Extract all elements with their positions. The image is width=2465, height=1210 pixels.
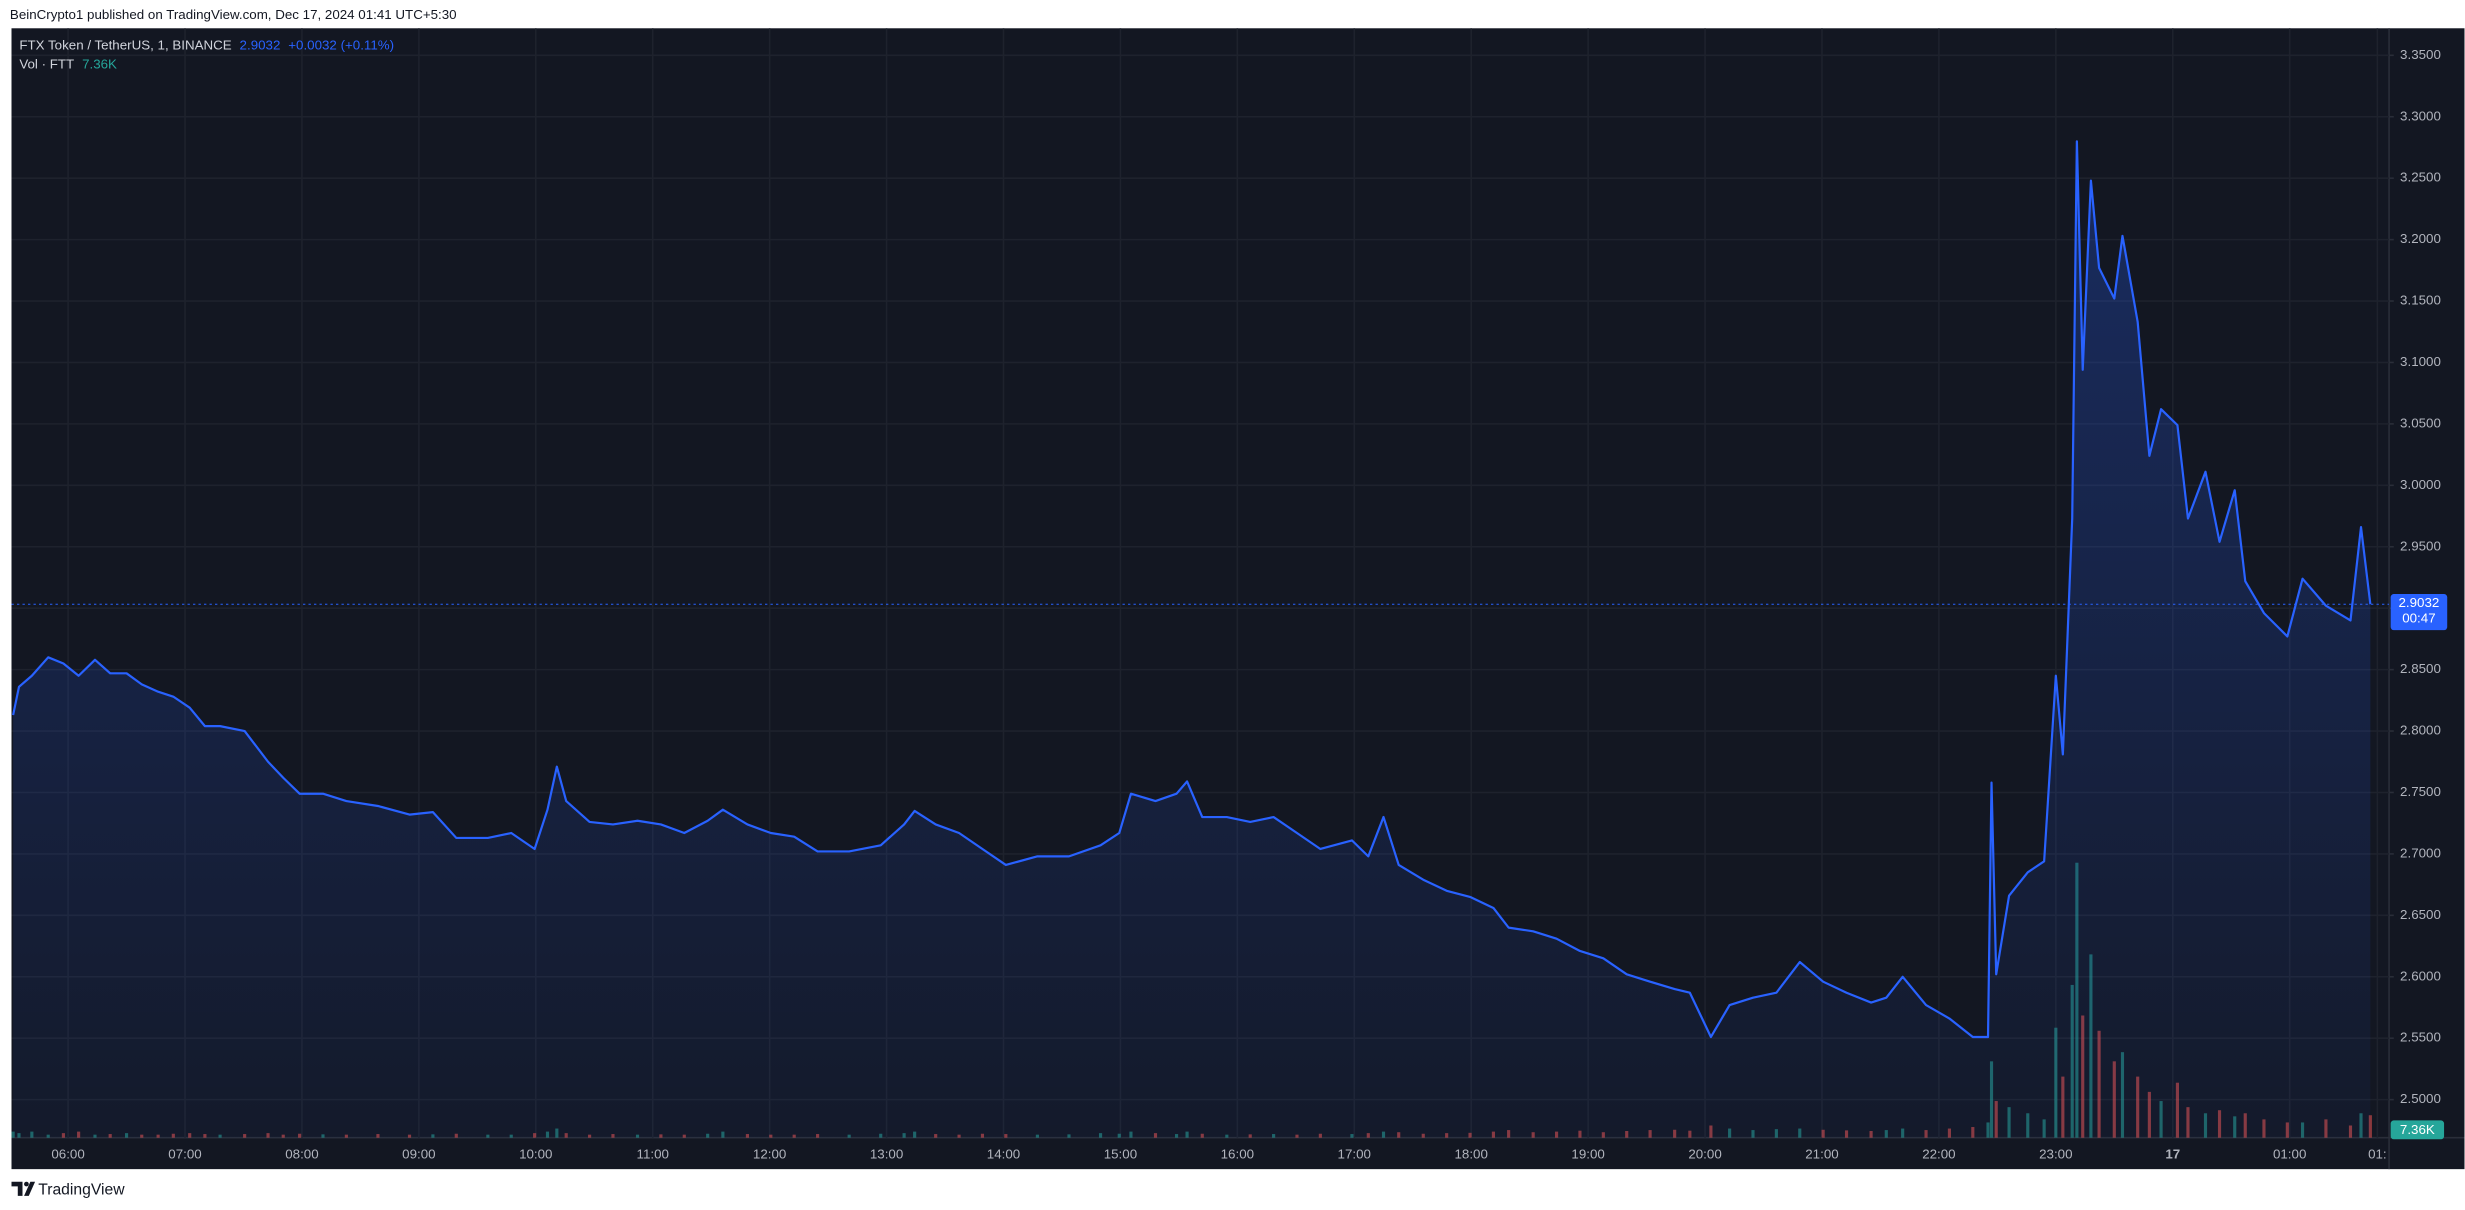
y-tick-label: 2.5000 [2400, 1091, 2441, 1106]
brand: TradingView [38, 1182, 125, 1199]
x-tick-label: 10:00 [519, 1147, 552, 1162]
y-tick-label: 3.0500 [2400, 415, 2441, 430]
x-tick-label: 17:00 [1338, 1147, 1371, 1162]
price-area [13, 141, 2371, 1138]
x-tick-label: 06:00 [51, 1147, 84, 1162]
volume-title: Vol · FTT [19, 56, 74, 71]
y-tick-label: 2.6500 [2400, 907, 2441, 922]
x-tick-label: 11:00 [637, 1147, 669, 1162]
volume-value: 7.36K [82, 56, 117, 71]
x-tick-label: 23:00 [2039, 1147, 2072, 1162]
volume-bar [2368, 1115, 2372, 1138]
x-tick-label: 15:00 [1104, 1147, 1137, 1162]
price-line [12, 140, 2372, 1039]
x-tick-label: 13:00 [870, 1147, 903, 1162]
x-tick-label: 18:00 [1454, 1147, 1487, 1162]
y-tick-label: 3.2000 [2400, 231, 2441, 246]
y-tick-label: 2.6000 [2400, 968, 2441, 983]
axes: 2.5000 2.5500 2.6000 2.6500 2.7000 2.7500 2.80… [51, 47, 2448, 1162]
logo-icon [11, 1181, 36, 1196]
volume-tag [2390, 1120, 2445, 1140]
countdown-label: 00:47 [2402, 611, 2435, 626]
x-tick-label: 17 [2165, 1147, 2180, 1162]
x-tick-label: 08:00 [285, 1147, 318, 1162]
symbol: FTX Token / TetherUS, 1, BINANCE [19, 37, 231, 52]
y-tick-label: 3.1000 [2400, 354, 2441, 369]
x-tick-label: 01:00 [2273, 1147, 2306, 1162]
x-tick-label: 12:00 [753, 1147, 786, 1162]
x-tick-label: 07:00 [168, 1147, 201, 1162]
x-tick-label: 09:00 [402, 1147, 435, 1162]
y-tick-label: 2.7500 [2400, 784, 2441, 799]
x-tick-label: 22:00 [1922, 1147, 1955, 1162]
volume-tag-label: 7.36K [2400, 1122, 2435, 1137]
x-tick-label: 01: [2368, 1147, 2387, 1162]
x-tick-label: 14:00 [987, 1147, 1020, 1162]
x-tick-label: 16:00 [1221, 1147, 1254, 1162]
last-price-tag [2390, 594, 2448, 631]
x-tick-label: 21:00 [1805, 1147, 1838, 1162]
logo-dot [24, 1181, 29, 1187]
x-tick-label: 20:00 [1688, 1147, 1721, 1162]
plot [11, 140, 2390, 1138]
tradingview-logo [11, 1181, 36, 1196]
y-tick-label: 2.7000 [2400, 845, 2441, 860]
y-tick-label: 3.0000 [2400, 477, 2441, 492]
y-tick-label: 3.3500 [2400, 47, 2441, 62]
y-tick-label: 2.5500 [2400, 1030, 2441, 1045]
y-tick-label: 2.9500 [2400, 538, 2441, 553]
attribution: BeinCrypto1 published on TradingView.com… [10, 7, 457, 22]
y-tick-label: 3.2500 [2400, 170, 2441, 185]
x-tick-label: 19:00 [1571, 1147, 1604, 1162]
last-price-label: 2.9032 [2399, 595, 2440, 610]
legend-change: +0.0032 (+0.11%) [288, 37, 394, 52]
legend-price: 2.9032 [240, 37, 281, 52]
y-tick-label: 2.8500 [2400, 661, 2441, 676]
y-tick-label: 3.3000 [2400, 108, 2441, 123]
y-tick-label: 2.8000 [2400, 723, 2441, 738]
y-tick-label: 3.1500 [2400, 293, 2441, 308]
legend-volume: Vol · FTT 7.36K [19, 56, 117, 71]
legend-symbol: FTX Token / TetherUS, 1, BINANCE 2.9032 +0… [19, 37, 394, 52]
